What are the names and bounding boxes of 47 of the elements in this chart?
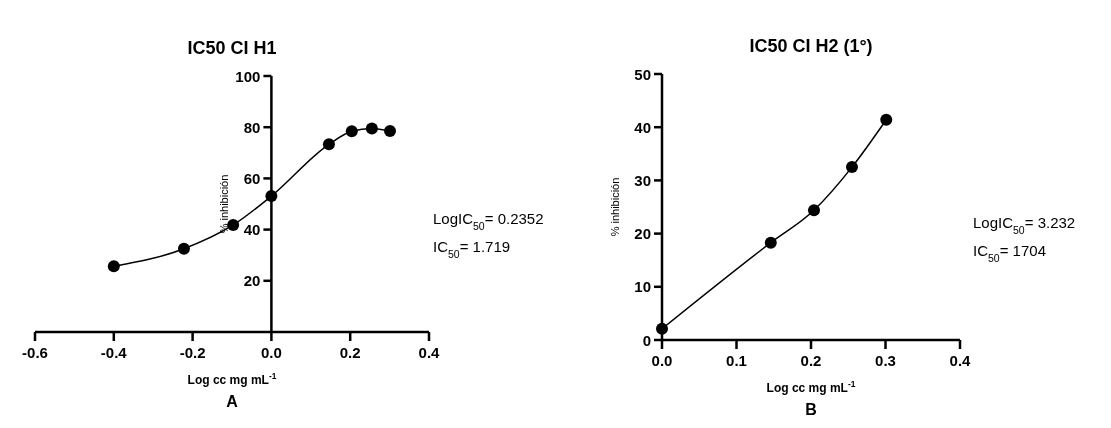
x-tick-label: 0.4 [949,352,972,369]
x-tick-label: 0.0 [260,344,282,361]
point [227,218,240,231]
point [177,242,190,255]
x-axis-title: Log cc mg mL$^{-1}$ [187,371,277,387]
y-tick-label: 30 [634,171,651,189]
x-tick-label: 0.3 [875,352,896,369]
y-tick-label: 50 [634,65,651,83]
point [345,125,358,138]
y-tick-label: 80 [243,118,261,136]
text: A [226,393,239,410]
x-axis-title: Log cc mg mL$^{-1}$ [766,379,856,395]
x-tick-label: 0.2 [800,352,822,369]
point [322,138,335,151]
point [383,125,396,138]
x-tick-label: 0.0 [651,352,673,369]
y-axis-title: % inhibición [609,177,621,237]
point [265,190,278,203]
text: IC$_{50}$= 1704 [973,242,1046,265]
y-tick-label: 20 [634,225,651,243]
x-tick-label: 0.4 [418,344,441,361]
text: LogIC$_{50}$= 3.232 [973,214,1076,237]
chart-title: IC50 CI H1 [187,38,277,58]
y-tick-label: 100 [235,67,261,85]
point [807,204,820,217]
point [656,322,668,335]
text: B [805,401,817,418]
x-tick-label: -0.2 [179,344,206,361]
y-tick-label: 0 [642,331,651,349]
chart-title: IC50 CI H2 (1°) [749,36,873,56]
y-tick-label: 10 [634,278,651,296]
text: LogIC$_{50}$= 0.2352 [433,210,544,233]
point [107,260,120,273]
x-tick-label: -0.6 [22,344,48,361]
y-tick-label: 40 [243,221,261,239]
text: IC$_{50}$= 1.719 [433,238,511,261]
point [845,161,858,174]
point [764,236,777,249]
y-axis-title: % inhibición [218,174,231,234]
y-tick-label: 40 [634,118,651,136]
y-tick-label: 60 [243,169,261,187]
point [880,113,893,126]
x-tick-label: -0.4 [100,344,128,361]
x-tick-label: 0.1 [726,352,747,369]
x-tick-label: 0.2 [339,344,361,361]
y-tick-label: 20 [243,272,261,290]
point [365,122,378,135]
